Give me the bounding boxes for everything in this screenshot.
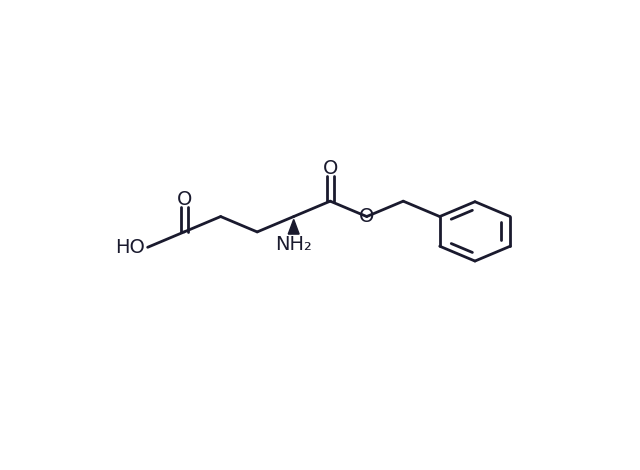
Text: O: O — [359, 207, 374, 226]
Polygon shape — [288, 219, 299, 234]
Text: O: O — [323, 159, 338, 178]
Text: O: O — [177, 190, 192, 209]
Text: NH₂: NH₂ — [275, 235, 312, 254]
Text: HO: HO — [115, 238, 145, 257]
